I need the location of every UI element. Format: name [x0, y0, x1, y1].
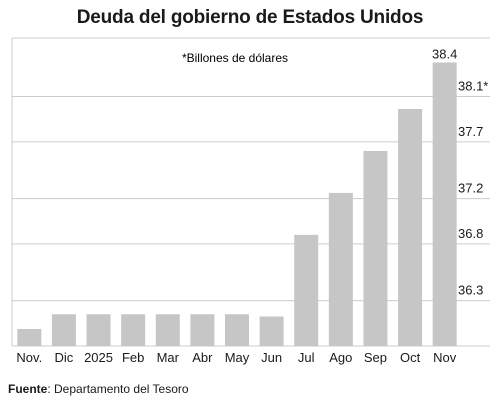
x-axis-ticks: Nov. Dic 2025 Feb Mar Abr May Jun Jul Ago Sep Oct No… — [16, 350, 456, 365]
x-tick-label: Nov — [433, 350, 457, 365]
x-tick-label: Oct — [400, 350, 421, 365]
bar — [259, 316, 284, 346]
x-tick-label: Feb — [122, 350, 144, 365]
x-tick-label: Ago — [329, 350, 352, 365]
unit-note: *Billones de dólares — [182, 51, 288, 65]
bar — [363, 150, 388, 346]
bar — [17, 328, 42, 346]
x-tick-label: May — [225, 350, 250, 365]
bar — [121, 314, 146, 346]
bar — [225, 314, 249, 346]
y-tick-label: 38.1* — [458, 79, 488, 94]
data-label: 38.4 — [432, 46, 457, 61]
bar — [51, 314, 76, 346]
x-tick-label: Sep — [364, 350, 387, 365]
bar — [328, 192, 353, 346]
bar — [398, 108, 423, 347]
source-line: Fuente: Departamento del Tesoro — [8, 382, 189, 396]
chart-title: Deuda del gobierno de Estados Unidos — [76, 7, 424, 28]
x-tick-label: Mar — [157, 350, 180, 365]
x-tick-label: Nov. — [16, 350, 42, 365]
x-tick-label: Abr — [192, 350, 213, 365]
source-text: : Departamento del Tesoro — [47, 382, 189, 396]
y-tick-label: 36.3 — [458, 283, 483, 298]
bar — [190, 314, 215, 346]
x-tick-label: Jun — [261, 350, 282, 365]
y-tick-label: 37.2 — [458, 181, 483, 196]
data-labels: 38.4 — [432, 46, 457, 61]
bars — [17, 62, 457, 347]
x-tick-label: 2025 — [84, 350, 113, 365]
bar — [432, 62, 457, 347]
y-axis-ticks: 36.3 36.8 37.2 37.7 38.1* — [458, 79, 488, 298]
x-tick-label: Jul — [298, 350, 315, 365]
bar — [294, 234, 319, 346]
x-tick-label: Dic — [55, 350, 74, 365]
source-label: Fuente — [8, 382, 48, 396]
y-tick-label: 37.7 — [458, 124, 483, 139]
bar — [86, 314, 111, 346]
y-tick-label: 36.8 — [458, 226, 483, 241]
bar — [155, 314, 180, 346]
